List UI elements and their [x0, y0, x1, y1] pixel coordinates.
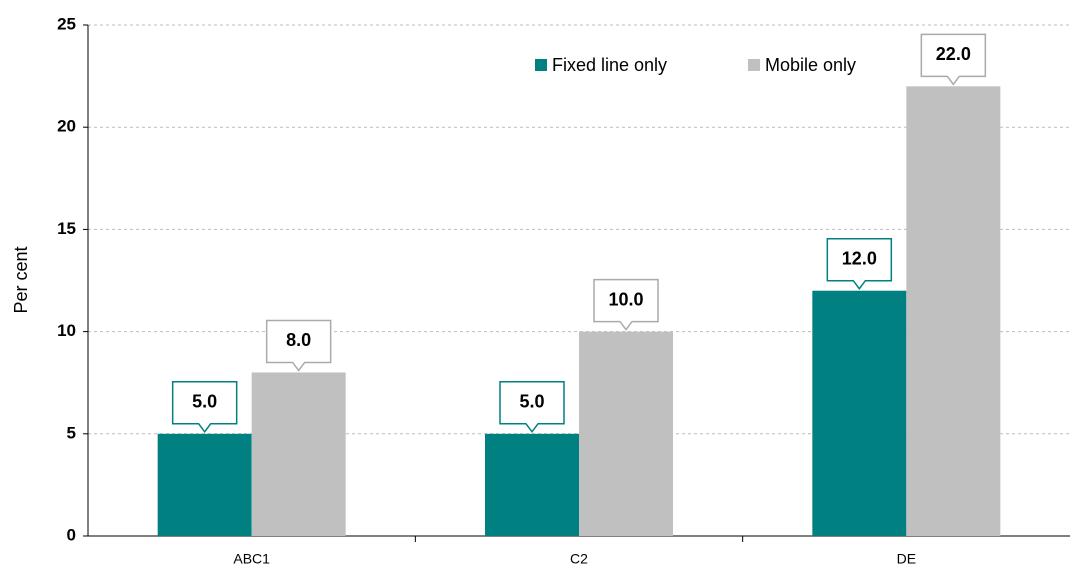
x-tick-label: C2	[570, 551, 588, 567]
bar	[251, 372, 346, 536]
value-label: 5.0	[192, 392, 217, 412]
value-callout	[171, 381, 238, 434]
bar	[157, 433, 252, 536]
value-label: 12.0	[842, 248, 877, 268]
y-tick-label: 15	[57, 219, 76, 238]
legend-swatch	[535, 59, 547, 71]
value-label: 5.0	[519, 392, 544, 412]
value-label: 22.0	[936, 44, 971, 64]
y-tick-label: 10	[57, 321, 76, 340]
legend-swatch	[748, 59, 760, 71]
y-tick-label: 0	[67, 525, 76, 544]
legend-label: Fixed line only	[552, 55, 667, 75]
legend-label: Mobile only	[765, 55, 856, 75]
value-callout	[499, 381, 565, 434]
x-tick-label: ABC1	[233, 551, 270, 567]
bar	[812, 290, 907, 536]
bar	[579, 331, 673, 536]
x-tick-label: DE	[897, 551, 916, 567]
bar	[906, 86, 1001, 536]
value-callout	[593, 278, 659, 331]
value-callout	[826, 237, 893, 290]
bar	[485, 433, 579, 536]
value-callout	[265, 319, 332, 372]
value-label: 10.0	[608, 289, 643, 309]
y-axis-label: Per cent	[11, 246, 31, 313]
y-tick-label: 25	[57, 14, 76, 33]
value-callout	[920, 33, 987, 86]
value-label: 8.0	[286, 330, 311, 350]
y-tick-label: 20	[57, 117, 76, 136]
y-tick-label: 5	[67, 423, 76, 442]
